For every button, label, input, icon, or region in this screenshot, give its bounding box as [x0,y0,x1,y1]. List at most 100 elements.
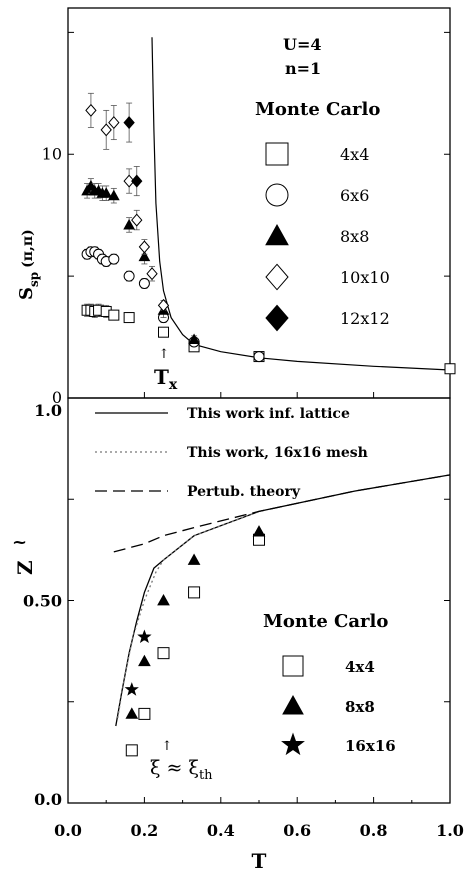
series-8x8 [125,525,266,719]
top-ylabel: Ssp(π,π) [16,229,41,300]
legend-label-6x6: 6x6 [340,186,369,205]
legend-marker-4x4-shape [282,655,304,677]
legend-label-8x8: 8x8 [345,698,375,716]
data-point-10x10 [123,174,135,188]
data-point-8x8-shape [100,187,113,198]
legend-label-4x4: 4x4 [345,658,375,676]
data-point-4x4 [157,647,170,660]
data-point-4x4-shape [158,326,169,338]
series-6x6 [81,246,265,363]
data-point-8x8 [100,187,113,198]
data-point-6x6 [123,270,135,282]
bottom-lines [113,474,451,727]
xi-arrow: ↑ [162,739,173,754]
param-n: n=1 [285,59,321,78]
legend-marker-10x10 [265,263,289,291]
data-point-12x12-shape [123,116,135,130]
data-point-10x10-shape [146,267,158,281]
data-point-10x10 [131,213,143,227]
top-y-tick-label: 0 [52,388,62,407]
legend-marker-10x10-shape [265,263,289,291]
data-point-8x8 [188,333,200,344]
data-point-8x8 [123,218,135,230]
bottom-y-tick-label: 0.50 [23,592,62,611]
bottom-x-tick-label: 0.4 [207,821,235,840]
data-point-8x8 [125,707,139,719]
data-point-10x10-shape [100,123,112,137]
data-point-8x8-shape [138,250,151,262]
legend-marker-4x4 [265,142,289,166]
data-point-6x6-shape [253,351,265,363]
legend-marker-4x4 [282,655,304,677]
bottom-line-legend: This work inf. lattice This work, 16x16 m… [95,406,368,500]
data-point-12x12-shape [131,174,143,188]
tx-label: Tx [154,365,178,393]
legend-marker-6x6 [265,183,289,207]
bottom-ylabel-accent: ~ [12,532,27,553]
data-point-4x4-shape [444,363,456,375]
bottom-marker-legend: 4x4 8x8 16x16 [281,655,396,756]
data-point-10x10-shape [123,174,135,188]
bottom-legend-title: Monte Carlo [263,611,388,632]
legend-marker-16x16 [281,732,305,756]
bottom-panel: 0.0 0.50 1.0 0.0 0.2 0.4 0.6 0.8 1.0 This work … [12,397,464,873]
data-point-8x8-shape [157,593,170,606]
legend-marker-16x16-shape [281,732,305,756]
data-point-4x4-shape [125,744,138,757]
data-point-8x8 [138,654,151,667]
top-curve-line [151,37,451,371]
data-point-8x8-shape [107,189,120,201]
top-data-points [81,92,456,375]
line-this-work-16x16-mesh [117,510,260,719]
data-point-6x6 [253,351,265,363]
bottom-x-tick-label: 0.6 [283,821,311,840]
data-point-8x8-shape [123,218,135,230]
legend-line-label-this-work-16x16-mesh: This work, 16x16 mesh [187,445,368,461]
legend-label-10x10: 10x10 [340,268,390,287]
legend-line-label-pertub-theory: Pertub. theory [187,484,301,500]
top-legend-title: Monte Carlo [255,99,380,120]
bottom-xlabel: T [252,849,267,873]
data-point-10x10 [108,116,120,130]
bottom-data-points [124,525,266,757]
legend-marker-8x8 [265,223,289,246]
legend-label-8x8: 8x8 [340,227,369,246]
data-point-10x10-shape [131,213,143,227]
data-point-4x4 [125,744,138,757]
bottom-x-tick-label: 0.0 [54,821,82,840]
data-point-4x4 [138,707,151,720]
data-point-10x10-shape [138,240,151,254]
data-point-6x6-shape [123,270,135,282]
data-point-10x10 [138,240,151,254]
data-point-8x8-shape [252,525,266,537]
bottom-y-ticks: 0.0 0.50 1.0 [23,401,450,809]
data-point-4x4 [188,586,201,599]
data-point-4x4-shape [108,309,120,321]
legend-marker-8x8 [282,694,304,715]
data-point-10x10-shape [85,103,97,117]
bottom-x-tick-label: 1.0 [436,821,464,840]
data-point-16x16-shape [137,629,152,643]
data-point-8x8 [107,189,120,201]
tx-arrow: ↑ [159,347,170,362]
legend-line-label-this-work-inf-lattice: This work inf. lattice [187,406,350,422]
legend-marker-12x12-shape [265,304,289,332]
data-point-16x16-shape [124,682,139,696]
data-point-16x16 [137,629,152,643]
top-y-ticks: 0 10 [42,31,450,407]
data-point-8x8-shape [188,333,200,344]
data-point-8x8-shape [125,707,139,719]
xi-label: ξ ≈ ξth [150,757,213,783]
data-point-4x4 [444,363,456,375]
data-point-12x12 [123,116,135,130]
data-point-8x8 [187,553,201,565]
series-4x4 [125,533,265,757]
legend-marker-6x6-shape [265,183,289,207]
data-point-10x10 [85,103,97,117]
bottom-x-tick-label: 0.2 [130,821,158,840]
data-point-16x16 [124,682,139,696]
legend-marker-8x8-shape [265,223,289,246]
data-point-8x8 [157,593,170,606]
data-point-4x4 [158,326,169,338]
